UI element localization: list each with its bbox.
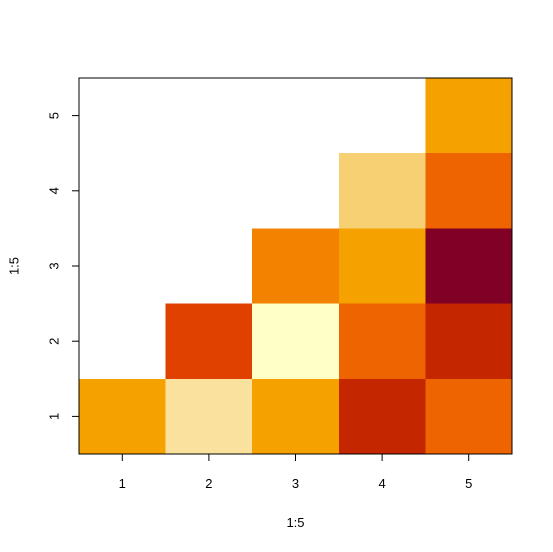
heatmap-cell-4-1 [338, 378, 426, 454]
heatmap-cell-1-1 [79, 378, 166, 454]
x-axis-label: 1:5 [286, 515, 304, 530]
heatmap-cell-4-2 [338, 303, 426, 379]
heatmap-cell-4-4 [338, 153, 426, 229]
y-tick-label-1: 1 [47, 413, 62, 420]
x-tick-label-4: 4 [378, 476, 385, 491]
heatmap-cell-2-2 [165, 303, 253, 379]
y-tick-label-4: 4 [47, 187, 62, 194]
heatmap-cell-5-4 [425, 153, 512, 229]
heatmap-cell-3-1 [252, 378, 339, 454]
cells-layer [79, 78, 512, 454]
heatmap-cell-2-1 [165, 378, 253, 454]
x-tick-label-1: 1 [119, 476, 126, 491]
x-tick-label-3: 3 [292, 476, 299, 491]
heatmap-cell-5-2 [425, 303, 512, 379]
y-axis: 1 2 3 4 5 [47, 112, 79, 420]
x-tick-label-2: 2 [205, 476, 212, 491]
heatmap-cell-5-1 [425, 378, 512, 454]
heatmap-cell-5-3 [425, 228, 512, 304]
x-tick-label-5: 5 [465, 476, 472, 491]
y-tick-label-3: 3 [47, 262, 62, 269]
heatmap-cell-3-3 [252, 228, 339, 304]
y-axis-label: 1:5 [7, 257, 22, 275]
heatmap-cell-5-5 [425, 78, 512, 154]
x-axis: 1 2 3 4 5 [119, 454, 472, 491]
y-tick-label-5: 5 [47, 112, 62, 119]
heatmap-cell-4-3 [338, 228, 426, 304]
heatmap-cell-3-2 [252, 303, 339, 379]
y-tick-label-2: 2 [47, 338, 62, 345]
